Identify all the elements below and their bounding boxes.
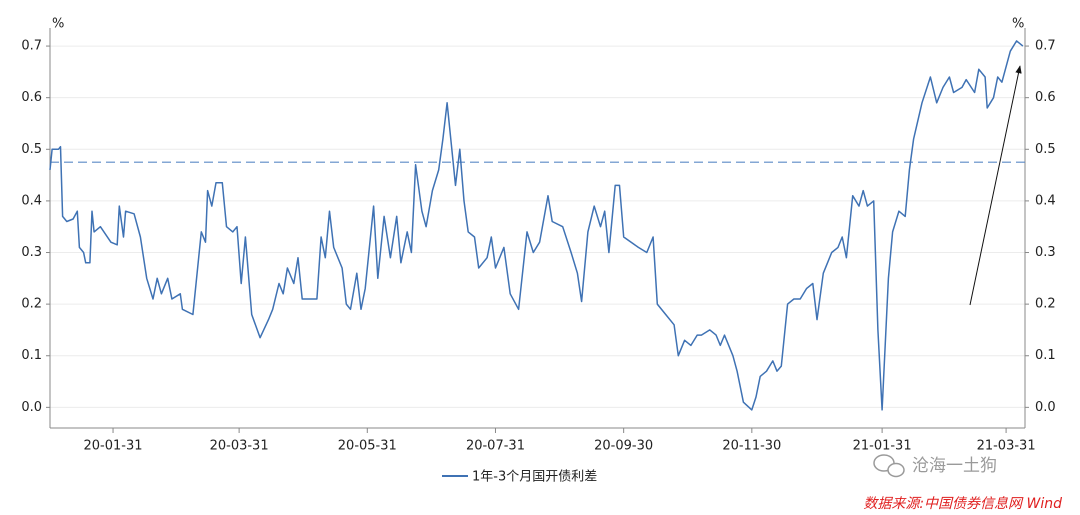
x-tick-label: 20-03-31 — [210, 439, 269, 454]
x-tick-label: 20-01-31 — [84, 439, 143, 454]
y-tick-label: 0.1 — [21, 348, 42, 363]
y2-unit: % — [1012, 17, 1024, 32]
y2-tick-label: 0.4 — [1035, 193, 1056, 208]
y-tick-label: 0.2 — [21, 297, 42, 312]
y2-tick-label: 0.1 — [1035, 348, 1056, 363]
x-tick-label: 21-03-31 — [977, 439, 1036, 454]
y2-tick-label: 0.5 — [1035, 142, 1056, 157]
y2-tick-label: 0.7 — [1035, 39, 1056, 54]
legend-label: 1年-3个月国开债利差 — [472, 470, 597, 485]
y2-tick-label: 0.6 — [1035, 90, 1056, 105]
y2-tick-label: 0.3 — [1035, 245, 1056, 260]
y2-tick-label: 0.0 — [1035, 400, 1056, 415]
source: 数据来源:中国债券信息网 Wind — [863, 496, 1062, 512]
watermark: 沧海一土狗 — [912, 456, 997, 476]
y-tick-label: 0.6 — [21, 90, 42, 105]
x-tick-label: 20-05-31 — [338, 439, 397, 454]
y-tick-label: 0.7 — [21, 39, 42, 54]
y-tick-label: 0.0 — [21, 400, 42, 415]
x-tick-label: 20-11-30 — [722, 439, 781, 454]
x-tick-label: 20-07-31 — [466, 439, 525, 454]
y-tick-label: 0.4 — [21, 193, 42, 208]
x-tick-label: 20-09-30 — [594, 439, 653, 454]
x-tick-label: 21-01-31 — [853, 439, 912, 454]
y-unit: % — [52, 17, 64, 32]
y2-tick-label: 0.2 — [1035, 297, 1056, 312]
arrow — [969, 65, 1022, 306]
watermark-icon — [873, 454, 905, 478]
y-tick-label: 0.5 — [21, 142, 42, 157]
line-series — [49, 40, 1024, 411]
y-tick-label: 0.3 — [21, 245, 42, 260]
